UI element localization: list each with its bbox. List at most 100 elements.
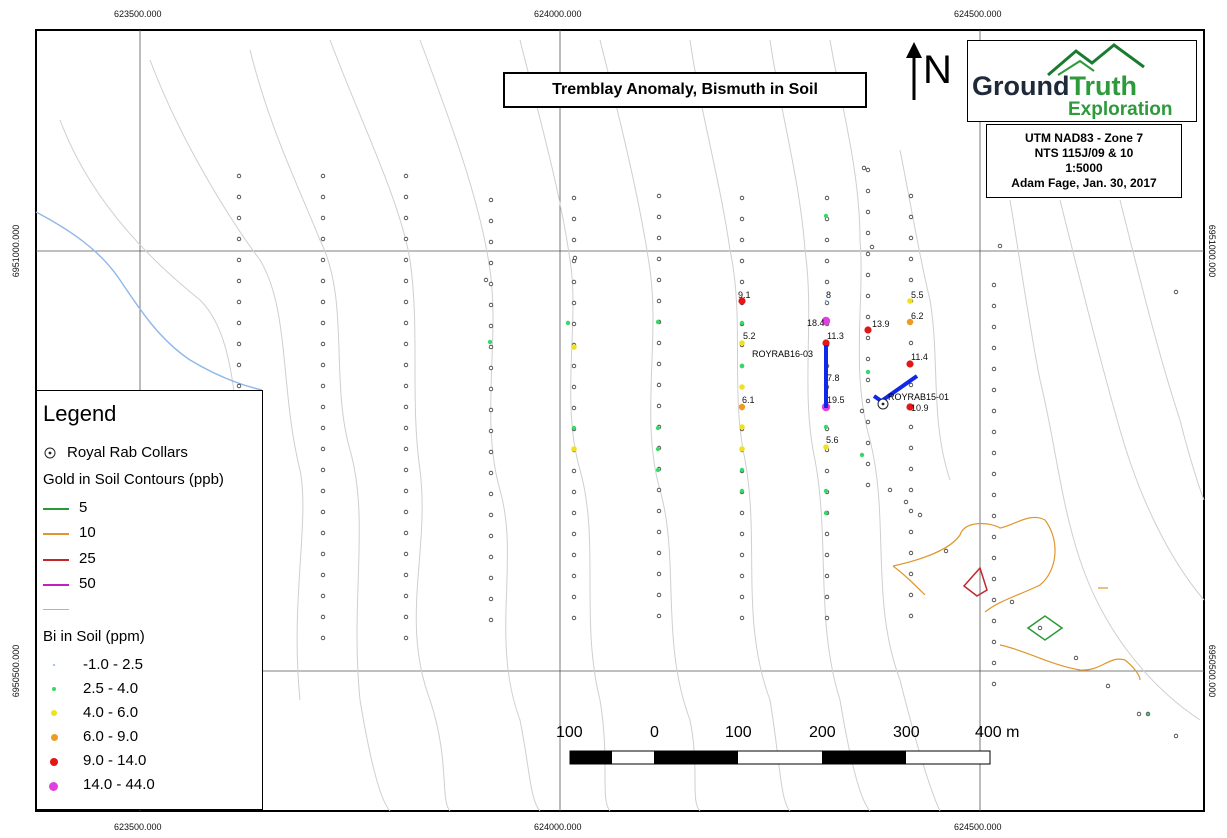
sample-point — [656, 298, 662, 304]
bi-anomaly-point — [865, 369, 871, 375]
sample-point — [908, 235, 914, 241]
sample-point — [403, 383, 409, 389]
scale-label-0: 0 — [650, 724, 659, 741]
bi-anomaly-point — [821, 316, 831, 326]
sample-point — [571, 594, 577, 600]
sample-value-label: 13.9 — [872, 319, 890, 329]
sample-point — [403, 593, 409, 599]
coord-bottom-1: 623500.000 — [114, 822, 162, 832]
sample-point — [865, 440, 871, 446]
sample-point — [403, 299, 409, 305]
sample-point — [991, 576, 997, 582]
sample-point — [571, 573, 577, 579]
sample-point — [908, 529, 914, 535]
sample-point — [739, 216, 745, 222]
sample-point — [1037, 625, 1043, 631]
sample-point — [488, 407, 494, 413]
bi-anomaly-point — [655, 319, 661, 325]
sample-point — [488, 323, 494, 329]
sample-point — [403, 572, 409, 578]
sample-point — [908, 424, 914, 430]
coord-right-2: 6950500.000 — [1207, 644, 1217, 698]
contour-10-ppb-b — [999, 644, 1141, 681]
sample-point — [991, 366, 997, 372]
sample-point — [403, 425, 409, 431]
sample-point — [865, 356, 871, 362]
sample-point — [865, 461, 871, 467]
sample-point — [991, 618, 997, 624]
contour-50-label: 50 — [79, 575, 96, 592]
sample-point — [739, 258, 745, 264]
sample-point — [320, 341, 326, 347]
scale-label-100: 100 — [725, 724, 752, 741]
map-info-box: UTM NAD83 - Zone 7 NTS 115J/09 & 10 1:50… — [986, 124, 1182, 198]
sample-value-label: 19.5 — [827, 395, 845, 405]
sample-point — [320, 383, 326, 389]
coord-bottom-2: 624000.000 — [534, 822, 582, 832]
sample-point — [865, 230, 871, 236]
bi-class-1-label: -1.0 - 2.5 — [83, 656, 144, 673]
sample-point — [320, 551, 326, 557]
sample-point — [488, 428, 494, 434]
sample-point — [320, 257, 326, 263]
sample-point — [824, 552, 830, 558]
sample-point — [991, 429, 997, 435]
sample-point — [571, 279, 577, 285]
sample-point — [908, 487, 914, 493]
contour-25-swatch — [43, 559, 69, 561]
bi-anomaly-point — [907, 298, 913, 304]
sample-point — [320, 467, 326, 473]
sample-point — [403, 236, 409, 242]
bi-class-5-label: 9.0 - 14.0 — [83, 752, 147, 769]
sample-point — [403, 614, 409, 620]
info-scale: 1:5000 — [1065, 161, 1103, 175]
contour-10-ppb-c — [892, 565, 926, 596]
sample-point — [865, 377, 871, 383]
sample-point — [991, 408, 997, 414]
coord-left-2: 6950500.000 — [11, 644, 21, 698]
contour-10-label: 10 — [79, 524, 96, 541]
sample-point — [571, 363, 577, 369]
bi-anomaly-point — [487, 339, 493, 345]
sample-point — [571, 510, 577, 516]
sample-point — [488, 302, 494, 308]
sample-point — [488, 239, 494, 245]
map-title: Tremblay Anomaly, Bismuth in Soil — [503, 72, 867, 108]
bi-anomaly-point — [738, 297, 746, 305]
sample-point — [865, 272, 871, 278]
sample-point — [403, 173, 409, 179]
sample-point — [739, 573, 745, 579]
bi-anomaly-point — [823, 510, 829, 516]
bi-anomaly-point — [738, 403, 746, 411]
sample-point — [571, 237, 577, 243]
sample-point — [403, 257, 409, 263]
bi-anomaly-point — [859, 452, 865, 458]
sample-point — [1136, 711, 1142, 717]
sample-point — [943, 548, 949, 554]
sample-point — [320, 194, 326, 200]
sample-point — [908, 550, 914, 556]
sample-point — [320, 635, 326, 641]
sample-value-label: 5.5 — [911, 290, 924, 300]
sample-point — [403, 404, 409, 410]
sample-point — [488, 365, 494, 371]
company-logo: GroundTruth Exploration — [967, 40, 1197, 122]
sample-point — [991, 492, 997, 498]
bi-anomaly-point — [739, 488, 745, 494]
bi-anomaly-point — [565, 320, 571, 326]
sample-point — [656, 508, 662, 514]
bi-class-3-label: 4.0 - 6.0 — [83, 704, 139, 721]
sample-point — [917, 512, 923, 518]
sample-point — [488, 344, 494, 350]
sample-point — [571, 300, 577, 306]
sample-point — [488, 281, 494, 287]
bi-class-3-swatch — [51, 710, 57, 716]
sample-point — [571, 216, 577, 222]
bi-anomaly-point — [739, 467, 745, 473]
sample-point — [656, 340, 662, 346]
contour-5-label: 5 — [79, 499, 88, 516]
sample-point — [865, 314, 871, 320]
bi-anomaly-point — [906, 318, 914, 326]
bi-anomaly-point — [655, 425, 661, 431]
sample-point — [908, 382, 914, 388]
